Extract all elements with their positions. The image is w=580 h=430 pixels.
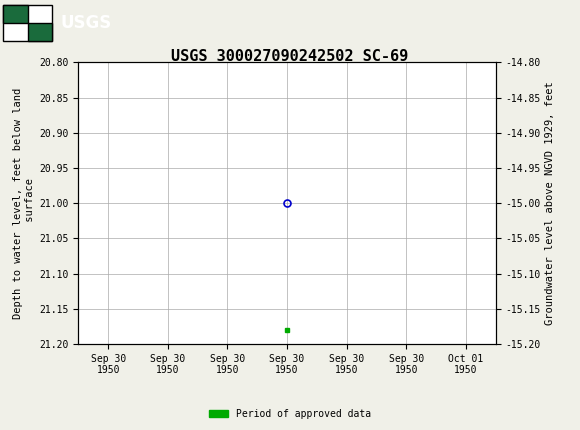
FancyBboxPatch shape xyxy=(3,4,28,22)
FancyBboxPatch shape xyxy=(28,22,52,41)
Text: USGS: USGS xyxy=(61,14,112,31)
Legend: Period of approved data: Period of approved data xyxy=(205,405,375,423)
Y-axis label: Groundwater level above NGVD 1929, feet: Groundwater level above NGVD 1929, feet xyxy=(545,81,555,325)
Y-axis label: Depth to water level, feet below land
 surface: Depth to water level, feet below land su… xyxy=(13,88,35,319)
FancyBboxPatch shape xyxy=(3,4,52,41)
Text: USGS 300027090242502 SC-69: USGS 300027090242502 SC-69 xyxy=(171,49,409,64)
